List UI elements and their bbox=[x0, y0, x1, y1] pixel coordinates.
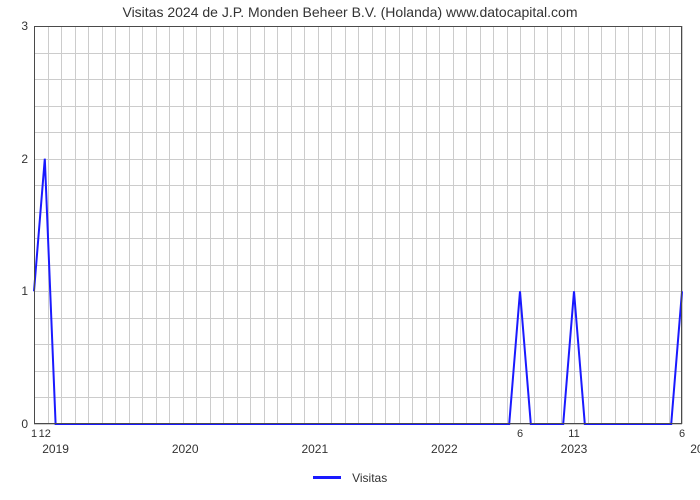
x-point-label: 6 bbox=[517, 424, 523, 440]
legend: Visitas bbox=[0, 470, 700, 485]
y-tick-label: 3 bbox=[21, 19, 34, 33]
legend-label: Visitas bbox=[352, 471, 387, 485]
y-tick-label: 2 bbox=[21, 152, 34, 166]
x-point-label: 11 bbox=[568, 424, 579, 440]
grid-line-v bbox=[682, 26, 683, 424]
chart-title: Visitas 2024 de J.P. Monden Beheer B.V. … bbox=[0, 4, 700, 20]
x-point-label: 1 bbox=[31, 424, 37, 440]
plot-area: 0123 1126116 bbox=[34, 26, 682, 424]
x-point-label: 12 bbox=[39, 424, 51, 440]
chart-container: Visitas 2024 de J.P. Monden Beheer B.V. … bbox=[0, 0, 700, 500]
x-year-label: 2020 bbox=[172, 442, 199, 456]
x-year-label: 2019 bbox=[42, 442, 69, 456]
x-year-label: 2021 bbox=[301, 442, 328, 456]
legend-swatch bbox=[313, 476, 341, 479]
x-year-label: 2024 bbox=[690, 442, 700, 456]
x-year-label: 2023 bbox=[561, 442, 588, 456]
y-tick-label: 1 bbox=[21, 284, 34, 298]
x-point-label: 6 bbox=[679, 424, 685, 440]
x-year-label: 2022 bbox=[431, 442, 458, 456]
series-line bbox=[34, 26, 682, 424]
